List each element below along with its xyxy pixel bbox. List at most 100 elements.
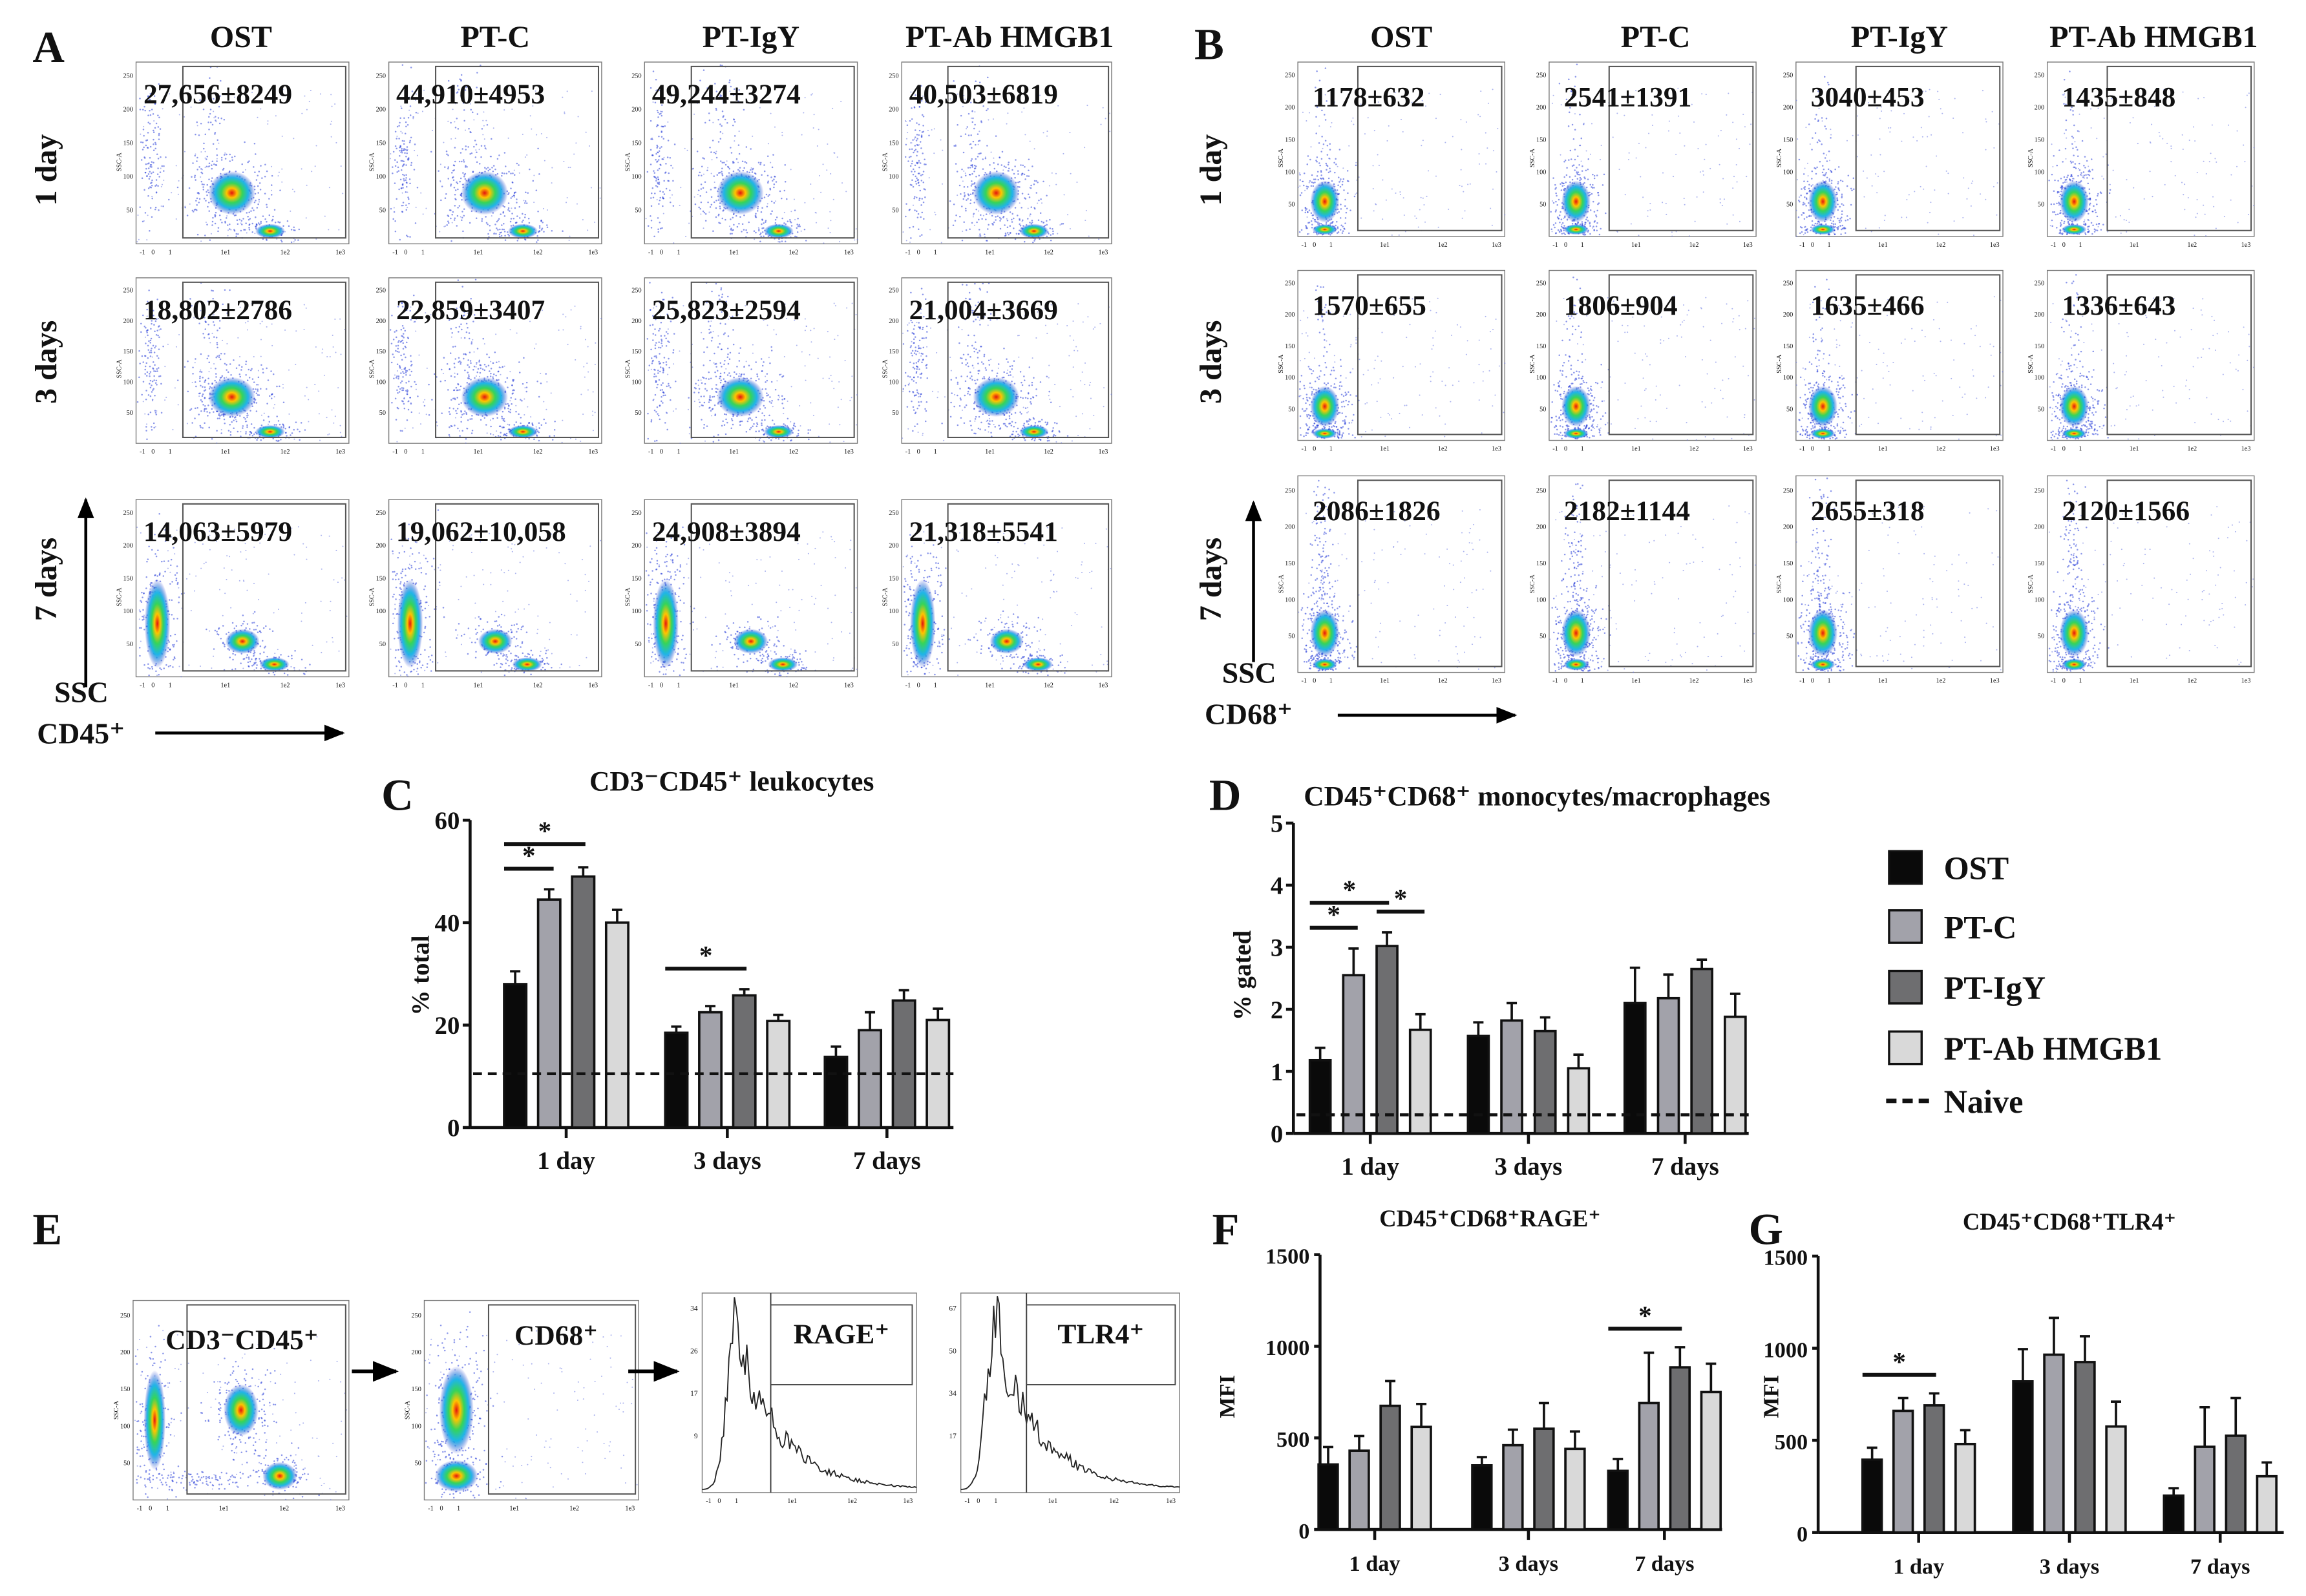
event-dot (400, 340, 403, 342)
event-dot (909, 241, 911, 243)
event-dot (207, 205, 209, 208)
event-dot (1024, 407, 1027, 409)
event-dot (659, 404, 661, 407)
event-dot (496, 158, 499, 160)
event-dot (975, 208, 977, 211)
event-dot (403, 397, 405, 399)
event-dot (966, 186, 969, 188)
event-dot (154, 127, 156, 129)
event-dot (506, 231, 509, 233)
event-dot (545, 422, 547, 425)
event-dot (725, 414, 727, 415)
event-dot (796, 231, 799, 233)
event-dot (728, 372, 730, 374)
event-dot (467, 146, 469, 148)
event-dot (961, 205, 963, 207)
event-dot (650, 421, 653, 423)
event-dot (797, 217, 799, 220)
event-dot (465, 442, 467, 444)
event-dot (457, 427, 459, 430)
event-dot (147, 98, 149, 100)
event-dot (246, 212, 248, 214)
event-dot (301, 112, 303, 114)
event-dot (798, 224, 800, 226)
event-dot (820, 191, 822, 193)
event-dot (767, 155, 769, 157)
event-dot (916, 216, 919, 218)
event-dot (150, 163, 153, 166)
event-dot (401, 400, 403, 402)
event-dot (920, 134, 923, 136)
event-dot (171, 192, 173, 194)
event-dot (508, 405, 510, 407)
event-dot (713, 201, 715, 204)
event-dot (822, 163, 824, 165)
event-dot (844, 360, 846, 362)
y-tick-label: 150 (631, 140, 641, 147)
event-dot (405, 177, 407, 179)
event-dot (200, 410, 202, 412)
event-dot (765, 375, 767, 377)
event-dot (447, 154, 449, 156)
event-dot (1051, 172, 1053, 174)
event-dot (315, 145, 317, 147)
event-dot (649, 309, 651, 311)
event-dot (524, 398, 525, 400)
event-dot (918, 199, 920, 201)
event-dot (150, 352, 153, 353)
event-dot (396, 198, 397, 200)
event-dot (1086, 105, 1088, 107)
event-dot (153, 120, 155, 122)
event-dot (196, 197, 198, 200)
event-dot (196, 160, 198, 162)
event-dot (740, 375, 742, 377)
event-dot (991, 215, 993, 217)
event-dot (253, 201, 256, 204)
event-dot (725, 163, 727, 166)
event-dot (918, 160, 920, 162)
event-dot (256, 207, 259, 209)
event-dot (805, 325, 807, 327)
event-dot (260, 364, 262, 366)
y-tick-label: 150 (123, 140, 133, 147)
event-dot (253, 143, 256, 145)
event-dot (295, 330, 297, 332)
event-dot (270, 370, 272, 372)
event-dot (453, 219, 456, 221)
event-dot (401, 107, 403, 109)
event-dot (280, 439, 282, 441)
event-dot (670, 399, 672, 401)
event-dot (594, 221, 596, 223)
event-dot (538, 231, 540, 233)
event-dot (1017, 215, 1019, 216)
event-dot (511, 207, 513, 209)
event-dot (997, 163, 999, 165)
event-dot (915, 175, 916, 178)
event-dot (1023, 173, 1026, 176)
event-dot (512, 173, 514, 174)
event-dot (499, 235, 501, 238)
event-dot (909, 120, 911, 122)
event-dot (147, 187, 150, 189)
event-dot (220, 159, 223, 161)
event-dot (771, 166, 774, 169)
event-dot (264, 176, 266, 178)
event-dot (544, 160, 545, 162)
event-dot (1006, 226, 1009, 229)
event-dot (480, 419, 482, 421)
event-dot (653, 398, 655, 400)
event-dot (922, 152, 924, 154)
event-dot (460, 337, 462, 339)
event-dot (498, 361, 500, 362)
event-dot (703, 338, 704, 340)
event-dot (282, 423, 284, 425)
event-dot (149, 165, 151, 168)
event-dot (405, 373, 407, 376)
event-dot (709, 206, 712, 208)
event-dot (502, 419, 505, 421)
event-dot (245, 373, 247, 376)
event-dot (516, 332, 518, 334)
event-dot (442, 372, 445, 374)
event-dot (218, 122, 221, 125)
event-dot (149, 379, 152, 382)
